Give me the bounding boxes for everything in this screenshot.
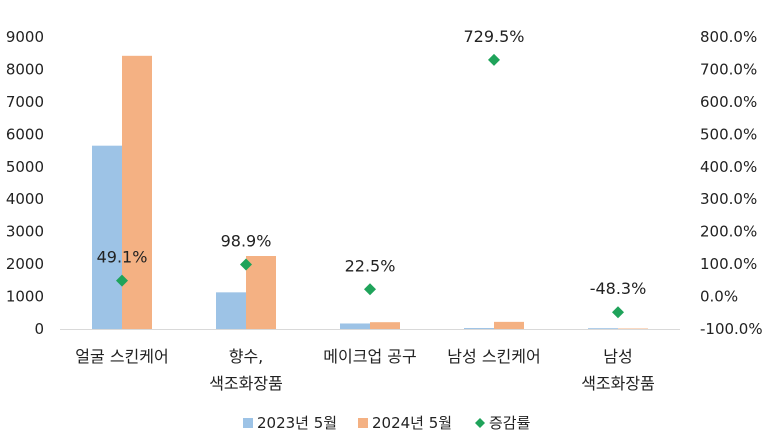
y-right-tick-label: 300.0% (700, 190, 757, 208)
bars (92, 55, 648, 329)
bar (464, 328, 494, 329)
category-label-line: 색조화장품 (581, 374, 655, 393)
rate-data-label: 729.5% (463, 27, 524, 46)
y-left-tick-label: 0 (34, 320, 44, 338)
category-label: 메이크업 공구 (323, 347, 416, 366)
y-left-tick-label: 1000 (6, 288, 44, 306)
y-right-tick-label: 400.0% (700, 158, 757, 176)
labels: 49.1% 98.9% 22.5% 729.5% -48.3% (97, 27, 647, 298)
category-label-line: 남성 스킨케어 (447, 347, 540, 366)
legend-swatch (475, 418, 485, 428)
y-left-tick-label: 8000 (6, 60, 44, 78)
y-left-tick-label: 5000 (6, 158, 44, 176)
rate-marker (240, 258, 252, 271)
y-right-tick-label: 800.0% (700, 28, 757, 46)
y-right-tick-label: -100.0% (700, 320, 763, 338)
bar (370, 322, 400, 329)
bar (494, 321, 524, 329)
rate-data-label: 98.9% (221, 231, 272, 250)
bar (92, 145, 122, 329)
legend: 2023년 5월 2024년 5월 증감률 (243, 414, 531, 432)
y-left-tick-label: 7000 (6, 93, 44, 111)
rate-marker (116, 274, 128, 287)
rate-data-label: 22.5% (345, 256, 396, 275)
bar (588, 328, 618, 329)
category-label-line: 남성 (603, 347, 632, 366)
legend-swatch (243, 418, 253, 428)
legend-label: 2023년 5월 (257, 414, 337, 432)
y-left-tick-label: 9000 (6, 28, 44, 46)
rate-marker (364, 283, 376, 296)
bar (246, 256, 276, 329)
y-left-tick-label: 3000 (6, 223, 44, 241)
rate-marker (488, 53, 500, 66)
bar (340, 323, 370, 329)
category-label: 남성 스킨케어 (447, 347, 540, 366)
y-left-tick-label: 6000 (6, 125, 44, 143)
category-label: 향수, 색조화장품 (209, 347, 283, 393)
category-label-line: 색조화장품 (209, 374, 283, 393)
category-label: 얼굴 스킨케어 (75, 347, 168, 366)
bar (216, 292, 246, 329)
y-right-tick-label: 500.0% (700, 125, 757, 143)
bar (122, 55, 152, 329)
y-right-tick-label: 200.0% (700, 223, 757, 241)
category-label-line: 얼굴 스킨케어 (75, 347, 168, 366)
legend-label: 증감률 (489, 414, 531, 432)
y-right-tick-label: 0.0% (700, 288, 738, 306)
y-left-tick-label: 4000 (6, 190, 44, 208)
y-right-tick-label: 700.0% (700, 60, 757, 78)
y-left-tick-label: 2000 (6, 255, 44, 273)
rate-data-label: -48.3% (590, 279, 647, 298)
category-label-line: 향수, (229, 347, 264, 366)
legend-label: 2024년 5월 (372, 414, 452, 432)
axes: 0 1000 2000 3000 4000 5000 6000 7000 8000 9000 -10… (6, 28, 763, 393)
rate-marker (612, 306, 624, 319)
y-right-tick-label: 600.0% (700, 93, 757, 111)
legend-swatch (358, 418, 368, 428)
y-right-tick-label: 100.0% (700, 255, 757, 273)
markers (116, 53, 624, 319)
rate-data-label: 49.1% (97, 248, 148, 267)
category-label-line: 메이크업 공구 (323, 347, 416, 366)
